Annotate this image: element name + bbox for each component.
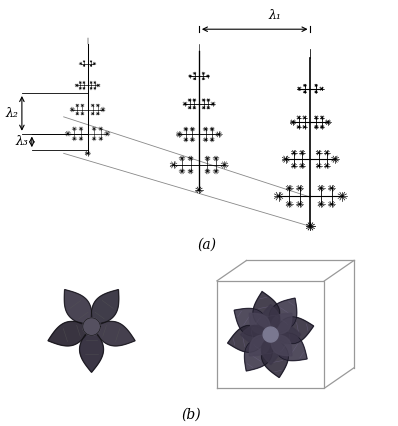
Polygon shape [64,290,92,327]
Polygon shape [271,313,292,334]
Polygon shape [83,318,100,335]
Polygon shape [92,322,135,346]
Polygon shape [91,290,119,327]
Text: λ₂: λ₂ [6,107,19,120]
Polygon shape [271,334,292,356]
Text: λ₁: λ₁ [268,9,281,22]
Polygon shape [271,333,307,361]
Polygon shape [250,334,271,356]
Polygon shape [263,327,278,342]
Polygon shape [240,325,271,344]
Polygon shape [271,317,314,344]
Polygon shape [80,327,103,372]
Polygon shape [261,334,280,365]
Polygon shape [269,298,297,334]
Polygon shape [244,334,272,371]
Polygon shape [250,313,271,334]
Polygon shape [261,334,288,377]
Polygon shape [253,291,280,334]
Polygon shape [261,305,280,334]
Polygon shape [48,322,92,346]
Text: (a): (a) [197,238,217,252]
Polygon shape [234,308,271,336]
Polygon shape [271,325,301,344]
Polygon shape [228,325,271,352]
Text: λ₃: λ₃ [16,135,29,148]
Text: (b): (b) [181,407,201,421]
